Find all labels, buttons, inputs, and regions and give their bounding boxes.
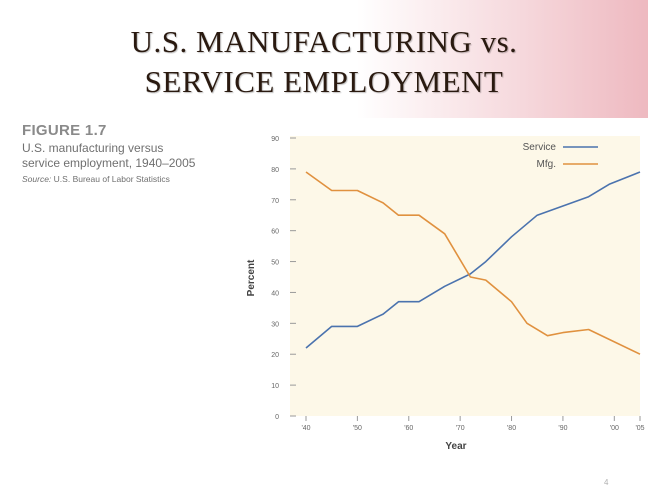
x-tick-label: '90 (558, 425, 567, 432)
y-tick-label: 70 (271, 198, 279, 205)
slide-title-line-1: U.S. MANUFACTURING vs. (130, 24, 518, 59)
figure-source: Source: U.S. Bureau of Labor Statistics (22, 174, 252, 184)
series-layer (305, 171, 641, 355)
x-tick-label: '80 (507, 425, 516, 432)
x-tick-label: '05 (635, 425, 644, 432)
y-tick-label: 60 (271, 229, 279, 236)
y-tick-label: 30 (271, 321, 279, 328)
figure-description-line-2: service employment, 1940–2005 (22, 156, 196, 170)
figure-caption: FIGURE 1.7 U.S. manufacturing versus ser… (22, 122, 252, 184)
y-axis: 0 10 20 30 40 50 60 70 80 90 (271, 136, 296, 421)
figure-source-label: Source: (22, 174, 52, 184)
y-tick-label: 90 (271, 136, 279, 143)
page-number: 4 (604, 478, 609, 487)
y-tick-label: 40 (271, 290, 279, 297)
y-tick-label: 80 (271, 167, 279, 174)
chart-legend: Service Mfg. (523, 142, 598, 170)
x-axis: '40 '50 '60 '70 '80 '90 '00 '05 (301, 416, 645, 432)
y-tick-label: 50 (271, 260, 279, 267)
x-tick-label: '00 (610, 425, 619, 432)
y-tick-label: 10 (271, 383, 279, 390)
legend-label: Service (523, 142, 557, 153)
x-axis-title: Year (445, 441, 466, 452)
y-tick-label: 0 (275, 414, 279, 421)
slide-title: U.S. MANUFACTURING vs. SERVICE EMPLOYMEN… (0, 22, 648, 102)
x-tick-label: '70 (456, 425, 465, 432)
series-line-service (305, 171, 641, 349)
slide-footer-area (0, 452, 648, 504)
slide-title-line-2: SERVICE EMPLOYMENT (144, 64, 504, 99)
x-tick-label: '60 (404, 425, 413, 432)
x-tick-label: '50 (353, 425, 362, 432)
series-line-mfg (305, 171, 641, 355)
employment-line-chart: 0 10 20 30 40 50 60 70 80 90 '40 '50 '60 '70 '80 '90 '0… (246, 136, 645, 452)
figure-source-text: U.S. Bureau of Labor Statistics (53, 174, 170, 184)
legend-label: Mfg. (537, 159, 556, 170)
x-tick-label: '40 (301, 425, 310, 432)
figure-label: FIGURE 1.7 (22, 122, 107, 139)
figure-panel: FIGURE 1.7 U.S. manufacturing versus ser… (16, 118, 648, 454)
y-axis-title: Percent (246, 259, 257, 296)
figure-description-line-1: U.S. manufacturing versus (22, 141, 164, 155)
y-tick-label: 20 (271, 352, 279, 359)
